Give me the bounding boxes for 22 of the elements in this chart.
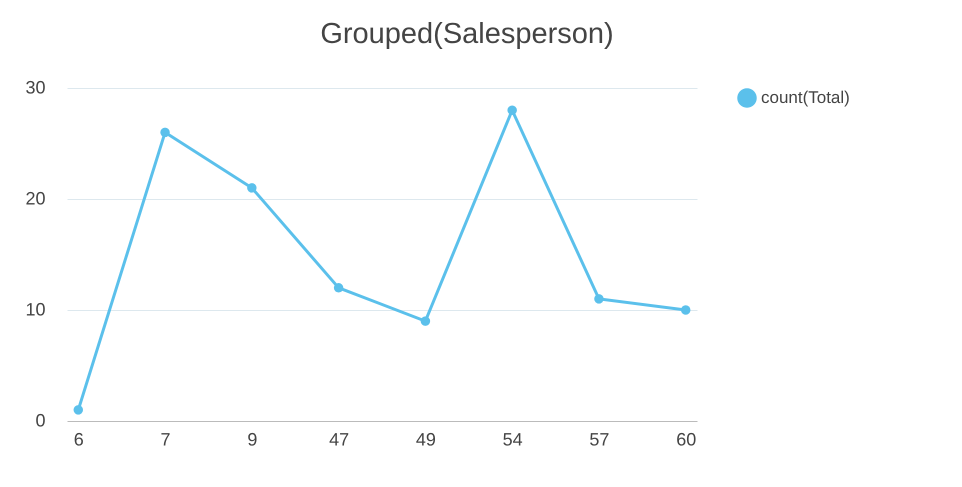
- point: [680, 305, 690, 315]
- x-tick-label: 9: [247, 430, 258, 450]
- y-tick-label: 30: [25, 78, 46, 98]
- chart-title: Grouped(Salesperson): [320, 18, 614, 50]
- y-tick-label: 20: [25, 188, 46, 208]
- point: [420, 316, 430, 326]
- x-tick-label: 57: [589, 430, 610, 450]
- x-tick-label: 60: [676, 430, 696, 450]
- point: [160, 128, 170, 138]
- y-tick-label: 10: [25, 300, 46, 320]
- x-tick-label: 6: [74, 430, 84, 450]
- x-tick-label: 47: [329, 430, 350, 450]
- x-tick-label: 49: [416, 430, 436, 450]
- point: [594, 294, 604, 304]
- legend-label: count(Total): [761, 88, 850, 107]
- x-tick-label: 7: [160, 430, 171, 450]
- y-tick-label: 0: [35, 410, 46, 430]
- point: [247, 183, 257, 193]
- point: [334, 283, 344, 293]
- point: [507, 105, 517, 115]
- point: [74, 405, 84, 415]
- x-tick-label: 54: [502, 430, 523, 450]
